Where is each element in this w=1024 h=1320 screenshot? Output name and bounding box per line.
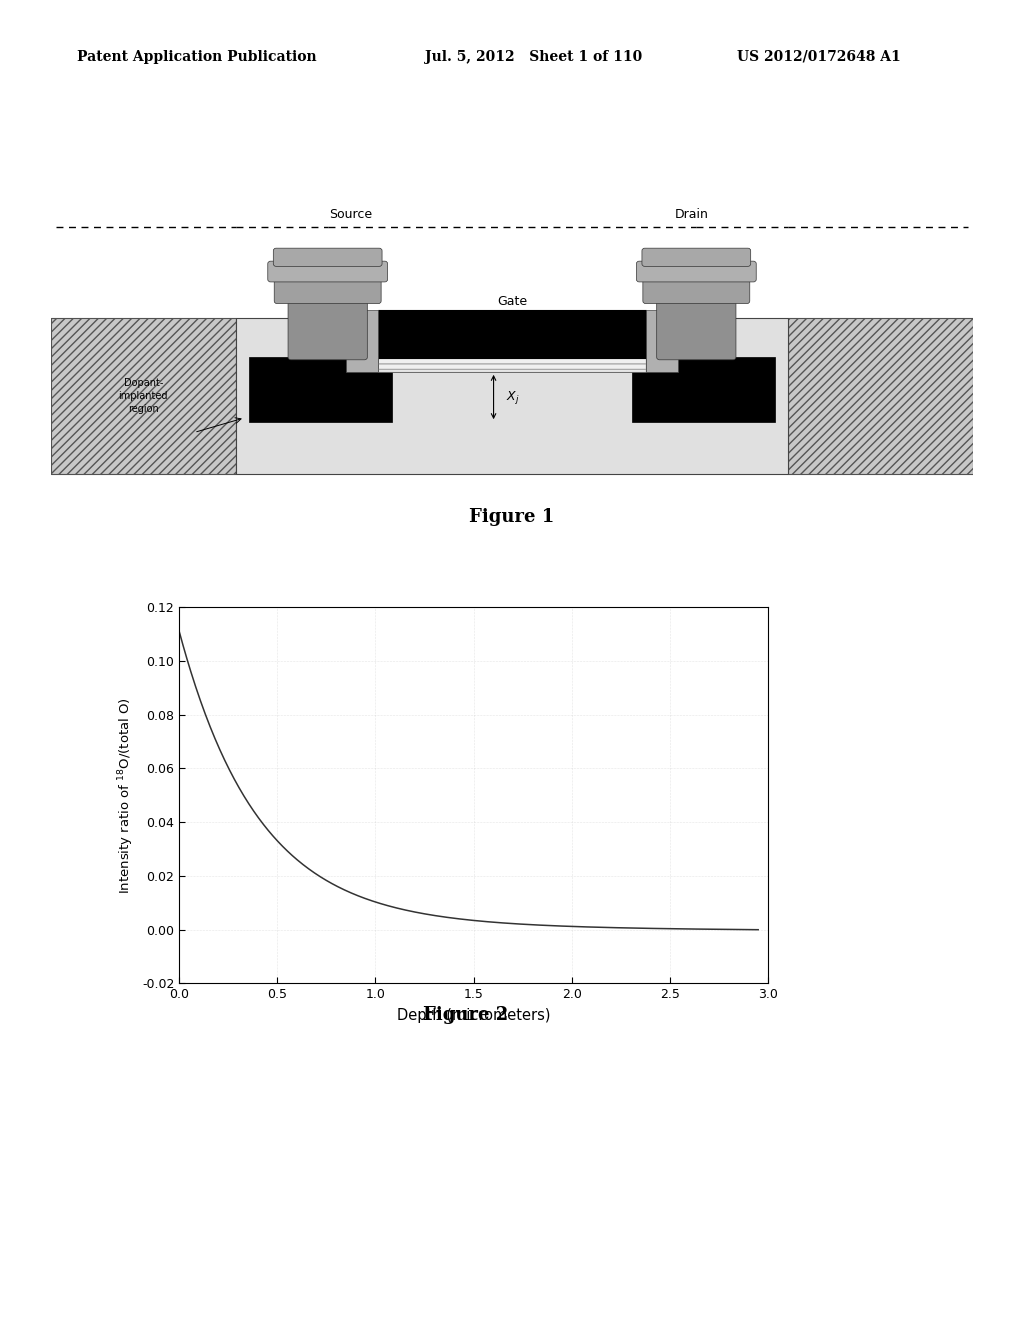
FancyBboxPatch shape: [788, 318, 973, 474]
Polygon shape: [646, 310, 678, 372]
FancyBboxPatch shape: [51, 318, 236, 474]
FancyBboxPatch shape: [236, 318, 788, 474]
FancyBboxPatch shape: [379, 310, 646, 358]
Text: Figure 1: Figure 1: [469, 508, 555, 525]
Text: Dopant-
implanted
region: Dopant- implanted region: [119, 378, 168, 414]
FancyBboxPatch shape: [643, 277, 750, 304]
FancyBboxPatch shape: [250, 358, 392, 422]
Text: Source: Source: [329, 209, 373, 222]
Polygon shape: [346, 310, 379, 372]
FancyBboxPatch shape: [637, 261, 756, 282]
FancyBboxPatch shape: [642, 248, 751, 267]
Text: $X_j$: $X_j$: [506, 389, 519, 407]
FancyBboxPatch shape: [632, 358, 775, 422]
FancyBboxPatch shape: [379, 358, 646, 372]
Text: US 2012/0172648 A1: US 2012/0172648 A1: [737, 50, 901, 63]
FancyBboxPatch shape: [656, 298, 736, 360]
Y-axis label: Intensity ratio of $^{18}$O/(total O): Intensity ratio of $^{18}$O/(total O): [117, 697, 136, 894]
Text: Drain: Drain: [675, 209, 709, 222]
Text: Jul. 5, 2012   Sheet 1 of 110: Jul. 5, 2012 Sheet 1 of 110: [425, 50, 642, 63]
FancyBboxPatch shape: [274, 277, 381, 304]
X-axis label: Depth (micrometers): Depth (micrometers): [397, 1008, 550, 1023]
FancyBboxPatch shape: [268, 261, 388, 282]
FancyBboxPatch shape: [273, 248, 382, 267]
Text: Gate: Gate: [497, 294, 527, 308]
Text: Figure 2: Figure 2: [423, 1006, 509, 1024]
Text: Patent Application Publication: Patent Application Publication: [77, 50, 316, 63]
FancyBboxPatch shape: [288, 298, 368, 360]
